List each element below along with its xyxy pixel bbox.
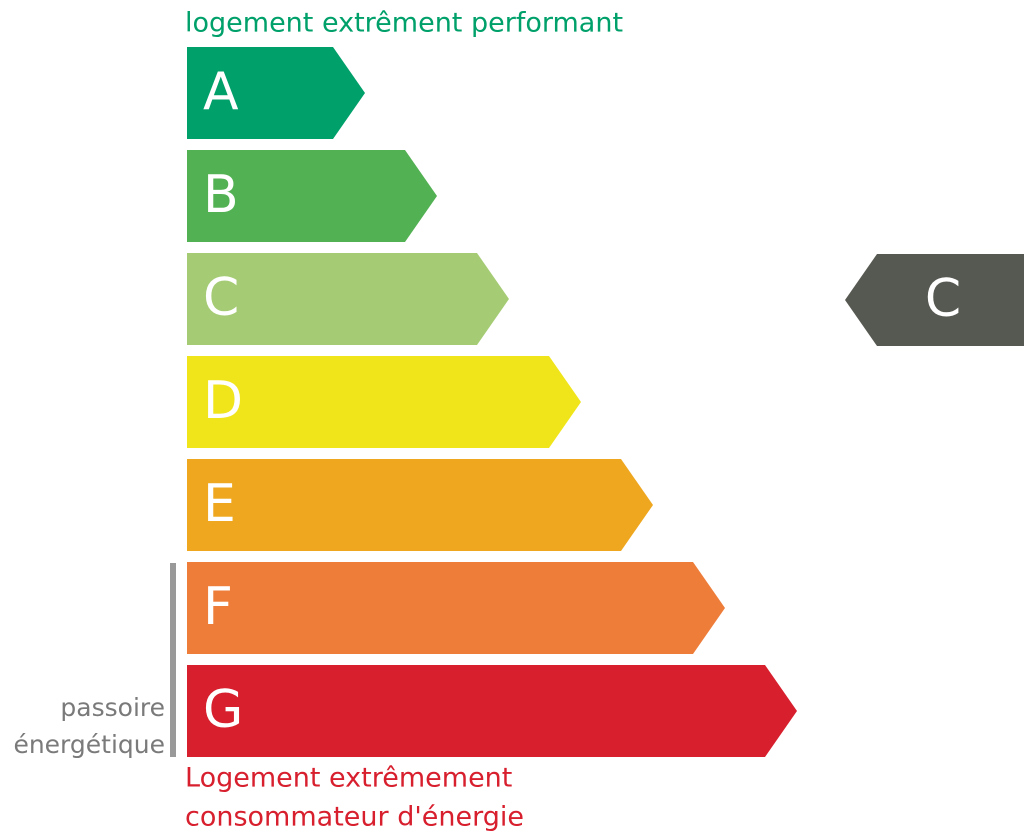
current-class-arrow xyxy=(845,254,1024,346)
side-label: énergétique xyxy=(13,730,165,759)
bottom-label: consommateur d'énergie xyxy=(185,802,524,833)
class-arrow xyxy=(187,47,365,139)
class-arrow xyxy=(187,150,437,242)
class-letter: D xyxy=(203,371,243,431)
class-letter: B xyxy=(203,165,239,225)
bottom-label: Logement extrêmement xyxy=(185,763,512,794)
class-arrow xyxy=(187,665,797,757)
class-letter: G xyxy=(203,680,243,740)
class-letter: A xyxy=(203,62,239,122)
class-letter: C xyxy=(203,268,239,328)
class-arrow xyxy=(187,562,725,654)
side-bracket xyxy=(170,563,176,757)
side-label: passoire xyxy=(60,693,165,722)
class-letter: F xyxy=(203,577,233,637)
class-letter: E xyxy=(203,474,236,534)
class-arrow xyxy=(187,253,509,345)
current-class-letter: C xyxy=(925,269,961,329)
top-label: logement extrêment performant xyxy=(185,8,623,39)
class-arrow xyxy=(187,356,581,448)
class-arrow xyxy=(187,459,653,551)
